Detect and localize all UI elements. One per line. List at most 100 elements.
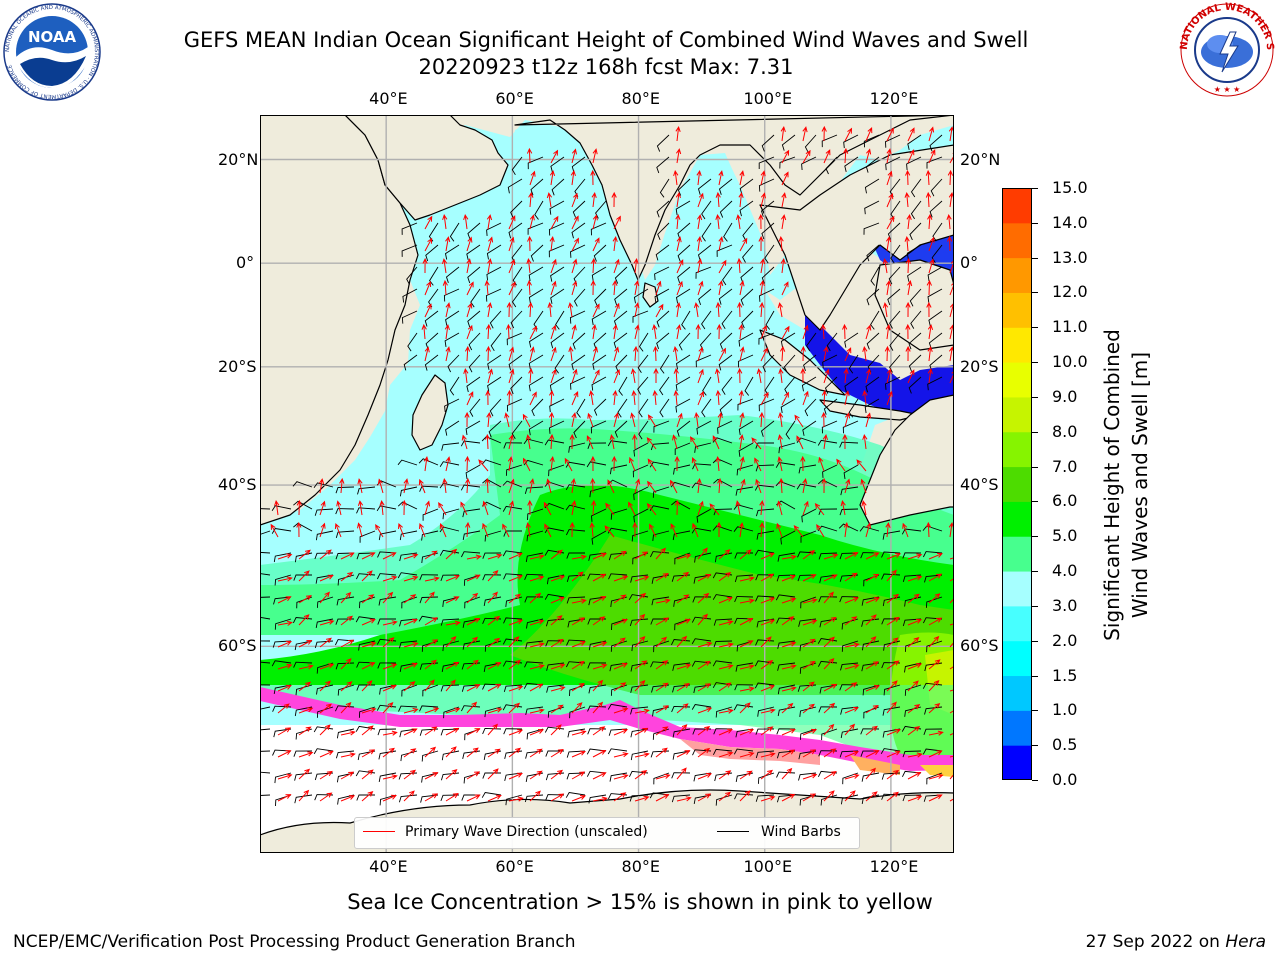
wind-barb [572, 200, 586, 218]
wave-direction-arrow [298, 768, 311, 780]
wind-barb [528, 266, 544, 282]
wave-direction-arrow [466, 684, 481, 692]
wind-barb [609, 772, 628, 782]
wave-direction-arrow [646, 502, 657, 516]
wind-barb [356, 794, 376, 801]
wave-direction-arrow [760, 552, 775, 560]
wind-barb [631, 640, 649, 652]
wave-direction-arrow [445, 635, 457, 648]
wind-barb [671, 500, 691, 510]
wave-direction-arrow [319, 770, 333, 780]
wave-direction-arrow [403, 575, 419, 582]
wave-direction-arrow [675, 148, 682, 164]
wind-barb [844, 376, 859, 393]
wind-barb [842, 772, 859, 785]
wave-direction-arrow [759, 301, 765, 318]
wave-direction-arrow [571, 215, 579, 230]
wave-direction-arrow [714, 368, 721, 384]
wind-barb [637, 354, 649, 374]
wave-direction-arrow [522, 457, 531, 472]
lat-label-right: 40°S [960, 475, 999, 495]
wind-barb [608, 573, 628, 580]
wave-direction-arrow [886, 127, 894, 142]
wave-direction-arrow [382, 701, 394, 714]
southeast-asia [759, 144, 954, 331]
wave-direction-arrow [760, 597, 776, 604]
wave-direction-arrow [590, 477, 596, 494]
wave-direction-arrow [445, 679, 456, 692]
wave-direction-arrow [760, 391, 769, 406]
wave-direction-arrow [905, 169, 911, 186]
wave-direction-arrow [695, 323, 701, 340]
wave-direction-arrow [760, 170, 766, 186]
wave-direction-arrow [718, 347, 726, 362]
wind-barb [907, 134, 922, 151]
wave-direction-arrow [925, 191, 932, 208]
arabian-sea-north [510, 123, 600, 205]
wave-direction-arrow [718, 596, 733, 604]
wind-barb [712, 748, 733, 756]
wind-barb [502, 480, 523, 488]
wind-barb [440, 684, 460, 692]
wave-direction-arrow [800, 345, 806, 362]
wind-barb [659, 376, 670, 396]
wave-direction-arrow [739, 640, 754, 648]
wave-direction-arrow [486, 411, 492, 428]
wave-direction-arrow [508, 729, 524, 736]
wind-barb [932, 222, 943, 242]
wind-barb [804, 398, 817, 417]
wave-direction-arrow [634, 660, 648, 670]
wind-barb [638, 332, 649, 352]
wind-barb [504, 772, 523, 782]
wave-direction-arrow [739, 728, 755, 736]
wind-barb [798, 772, 817, 781]
wind-barb [922, 682, 943, 689]
wave-direction-arrow [949, 689, 954, 692]
wave-direction-arrow [613, 575, 629, 582]
wind-barb [399, 530, 418, 541]
wind-barb [292, 617, 313, 624]
wave-direction-arrow [696, 235, 702, 252]
wind-barb [755, 442, 774, 449]
wave-direction-arrow [886, 593, 900, 604]
chart-subtitle: 20220923 t12z 168h fcst Max: 7.31 [418, 55, 794, 79]
wind-barb [549, 200, 565, 215]
wave-direction-arrow [758, 213, 764, 230]
wind-barb [443, 288, 460, 302]
wave-direction-arrow [508, 500, 515, 516]
wind-barb [744, 376, 754, 396]
wind-barb [358, 640, 376, 651]
wave-direction-arrow [760, 769, 774, 780]
wave-direction-arrow [907, 726, 921, 736]
wave-direction-arrow [529, 770, 543, 780]
wave-direction-arrow [886, 616, 900, 626]
wave-direction-arrow [907, 280, 913, 296]
colorbar-tick-mark [1032, 222, 1038, 224]
wave-direction-arrow [508, 593, 522, 604]
wave-direction-arrow [611, 191, 617, 208]
wave-direction-arrow [570, 169, 576, 186]
wind-barb [293, 661, 313, 668]
colorbar-tick-mark [1032, 536, 1038, 538]
wind-barb [904, 640, 922, 652]
colorbar-tick-mark [1032, 292, 1038, 294]
wind-barb [861, 618, 880, 627]
wave-direction-arrow [319, 792, 333, 802]
wave-direction-arrow [823, 770, 837, 780]
wave-direction-arrow [588, 390, 595, 406]
wave-direction-arrow [550, 575, 566, 582]
wave-direction-arrow [759, 499, 765, 516]
wave-direction-arrow [844, 790, 856, 802]
wave-direction-arrow [884, 345, 890, 362]
wind-barb [712, 437, 733, 444]
map-panel [260, 115, 954, 853]
wind-barb [633, 486, 649, 501]
wind-barb [485, 288, 502, 302]
wave-direction-arrow [718, 642, 734, 648]
wind-barb [697, 178, 712, 195]
wave-direction-arrow [550, 769, 564, 780]
wave-direction-arrow [508, 434, 514, 450]
wind-barb [652, 486, 670, 498]
colorbar-segment [1002, 501, 1032, 537]
wave-direction-arrow [319, 750, 334, 758]
